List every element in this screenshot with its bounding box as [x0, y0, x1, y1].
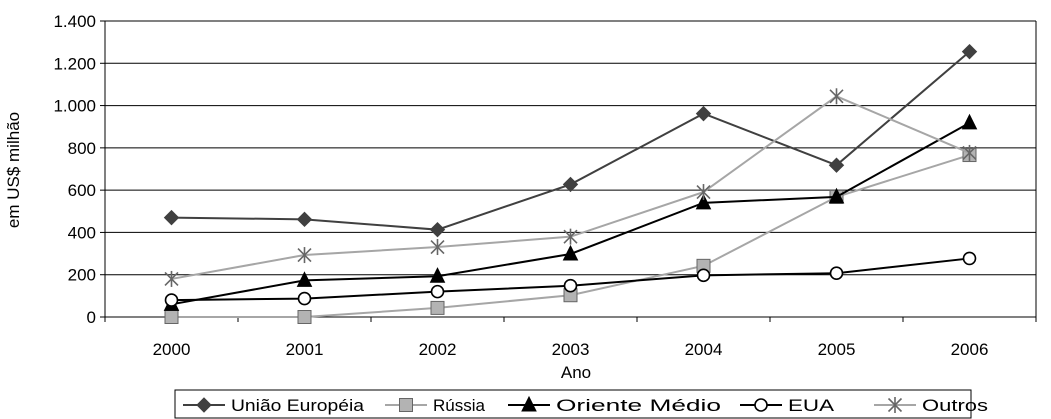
data-point [828, 157, 845, 173]
data-point [164, 270, 179, 287]
legend-marker [887, 397, 903, 413]
legend: União Européia Rússia Oriente Médio EUA Outr… [174, 389, 988, 419]
x-tick-label: 2003 [552, 340, 590, 359]
data-point [296, 271, 313, 287]
legend-entry: EUA [740, 396, 835, 415]
data-point [695, 193, 712, 210]
data-point [562, 244, 579, 261]
legend-entry: Rússia [385, 396, 486, 415]
data-point [829, 88, 844, 105]
y-tick-labels: 0 200 400 600 800 1.000 1.200 1.400 [53, 12, 96, 327]
legend-label: Oriente Médio [556, 396, 721, 415]
x-axis-title: Ano [561, 363, 591, 382]
series-0 [163, 43, 978, 238]
data-point [961, 43, 978, 60]
y-tick-label: 1.000 [53, 97, 96, 116]
series-3 [164, 251, 977, 307]
data-point [563, 278, 578, 293]
x-tick-label: 2000 [153, 340, 191, 359]
legend-label: Rússia [433, 396, 486, 415]
x-tick-label: 2002 [419, 340, 457, 359]
data-point [297, 291, 312, 306]
data-point [430, 284, 445, 299]
y-tick-label: 0 [87, 308, 96, 327]
legend-entry: União Européia [183, 396, 365, 415]
data-point [430, 300, 445, 315]
y-tick-label: 800 [68, 139, 96, 158]
data-point [962, 251, 977, 266]
data-point [695, 105, 712, 122]
x-tick-label: 2004 [685, 340, 723, 359]
x-tick-label: 2001 [286, 340, 324, 359]
data-point [297, 310, 312, 324]
y-tick-label: 1.400 [53, 12, 96, 31]
data-point [429, 267, 446, 283]
legend-label: União Européia [231, 396, 365, 415]
legend-marker [196, 397, 212, 413]
data-point [696, 184, 711, 201]
legend-entry: Outros [874, 396, 988, 415]
legend-label: Outros [922, 396, 988, 415]
data-point [563, 228, 578, 245]
y-tick-label: 1.200 [53, 54, 96, 73]
data-point [164, 310, 179, 324]
legend-marker [521, 395, 537, 412]
series-line [171, 50, 971, 231]
data-point [164, 293, 179, 307]
axes [104, 21, 1037, 322]
x-tick-label: 2006 [951, 340, 989, 359]
series-line [171, 122, 970, 306]
y-tick-label: 400 [68, 223, 96, 242]
series-2 [163, 113, 978, 311]
x-tick-label: 2005 [818, 340, 856, 359]
data-point [297, 247, 312, 264]
data-point [562, 176, 579, 193]
gridlines [100, 20, 1036, 318]
data-point [696, 268, 711, 283]
legend-entry: Oriente Médio [508, 395, 721, 415]
x-tick-labels: 2000 2001 2002 2003 2004 2005 2006 [153, 340, 989, 359]
legend-label: EUA [788, 396, 835, 415]
data-point [163, 209, 180, 226]
data-point [829, 266, 844, 281]
data-point [962, 144, 977, 161]
data-point [429, 221, 446, 238]
y-tick-label: 600 [68, 181, 96, 200]
data-point [961, 113, 978, 130]
data-point [296, 211, 313, 228]
data-point [430, 239, 445, 256]
y-axis-title: em US$ milhão [4, 112, 23, 228]
legend-marker [754, 398, 768, 412]
y-tick-label: 200 [68, 266, 96, 285]
series-layer [163, 43, 978, 324]
data-point [828, 187, 845, 204]
legend-marker [399, 398, 413, 412]
series-4 [164, 88, 977, 287]
legend-box [174, 389, 972, 419]
